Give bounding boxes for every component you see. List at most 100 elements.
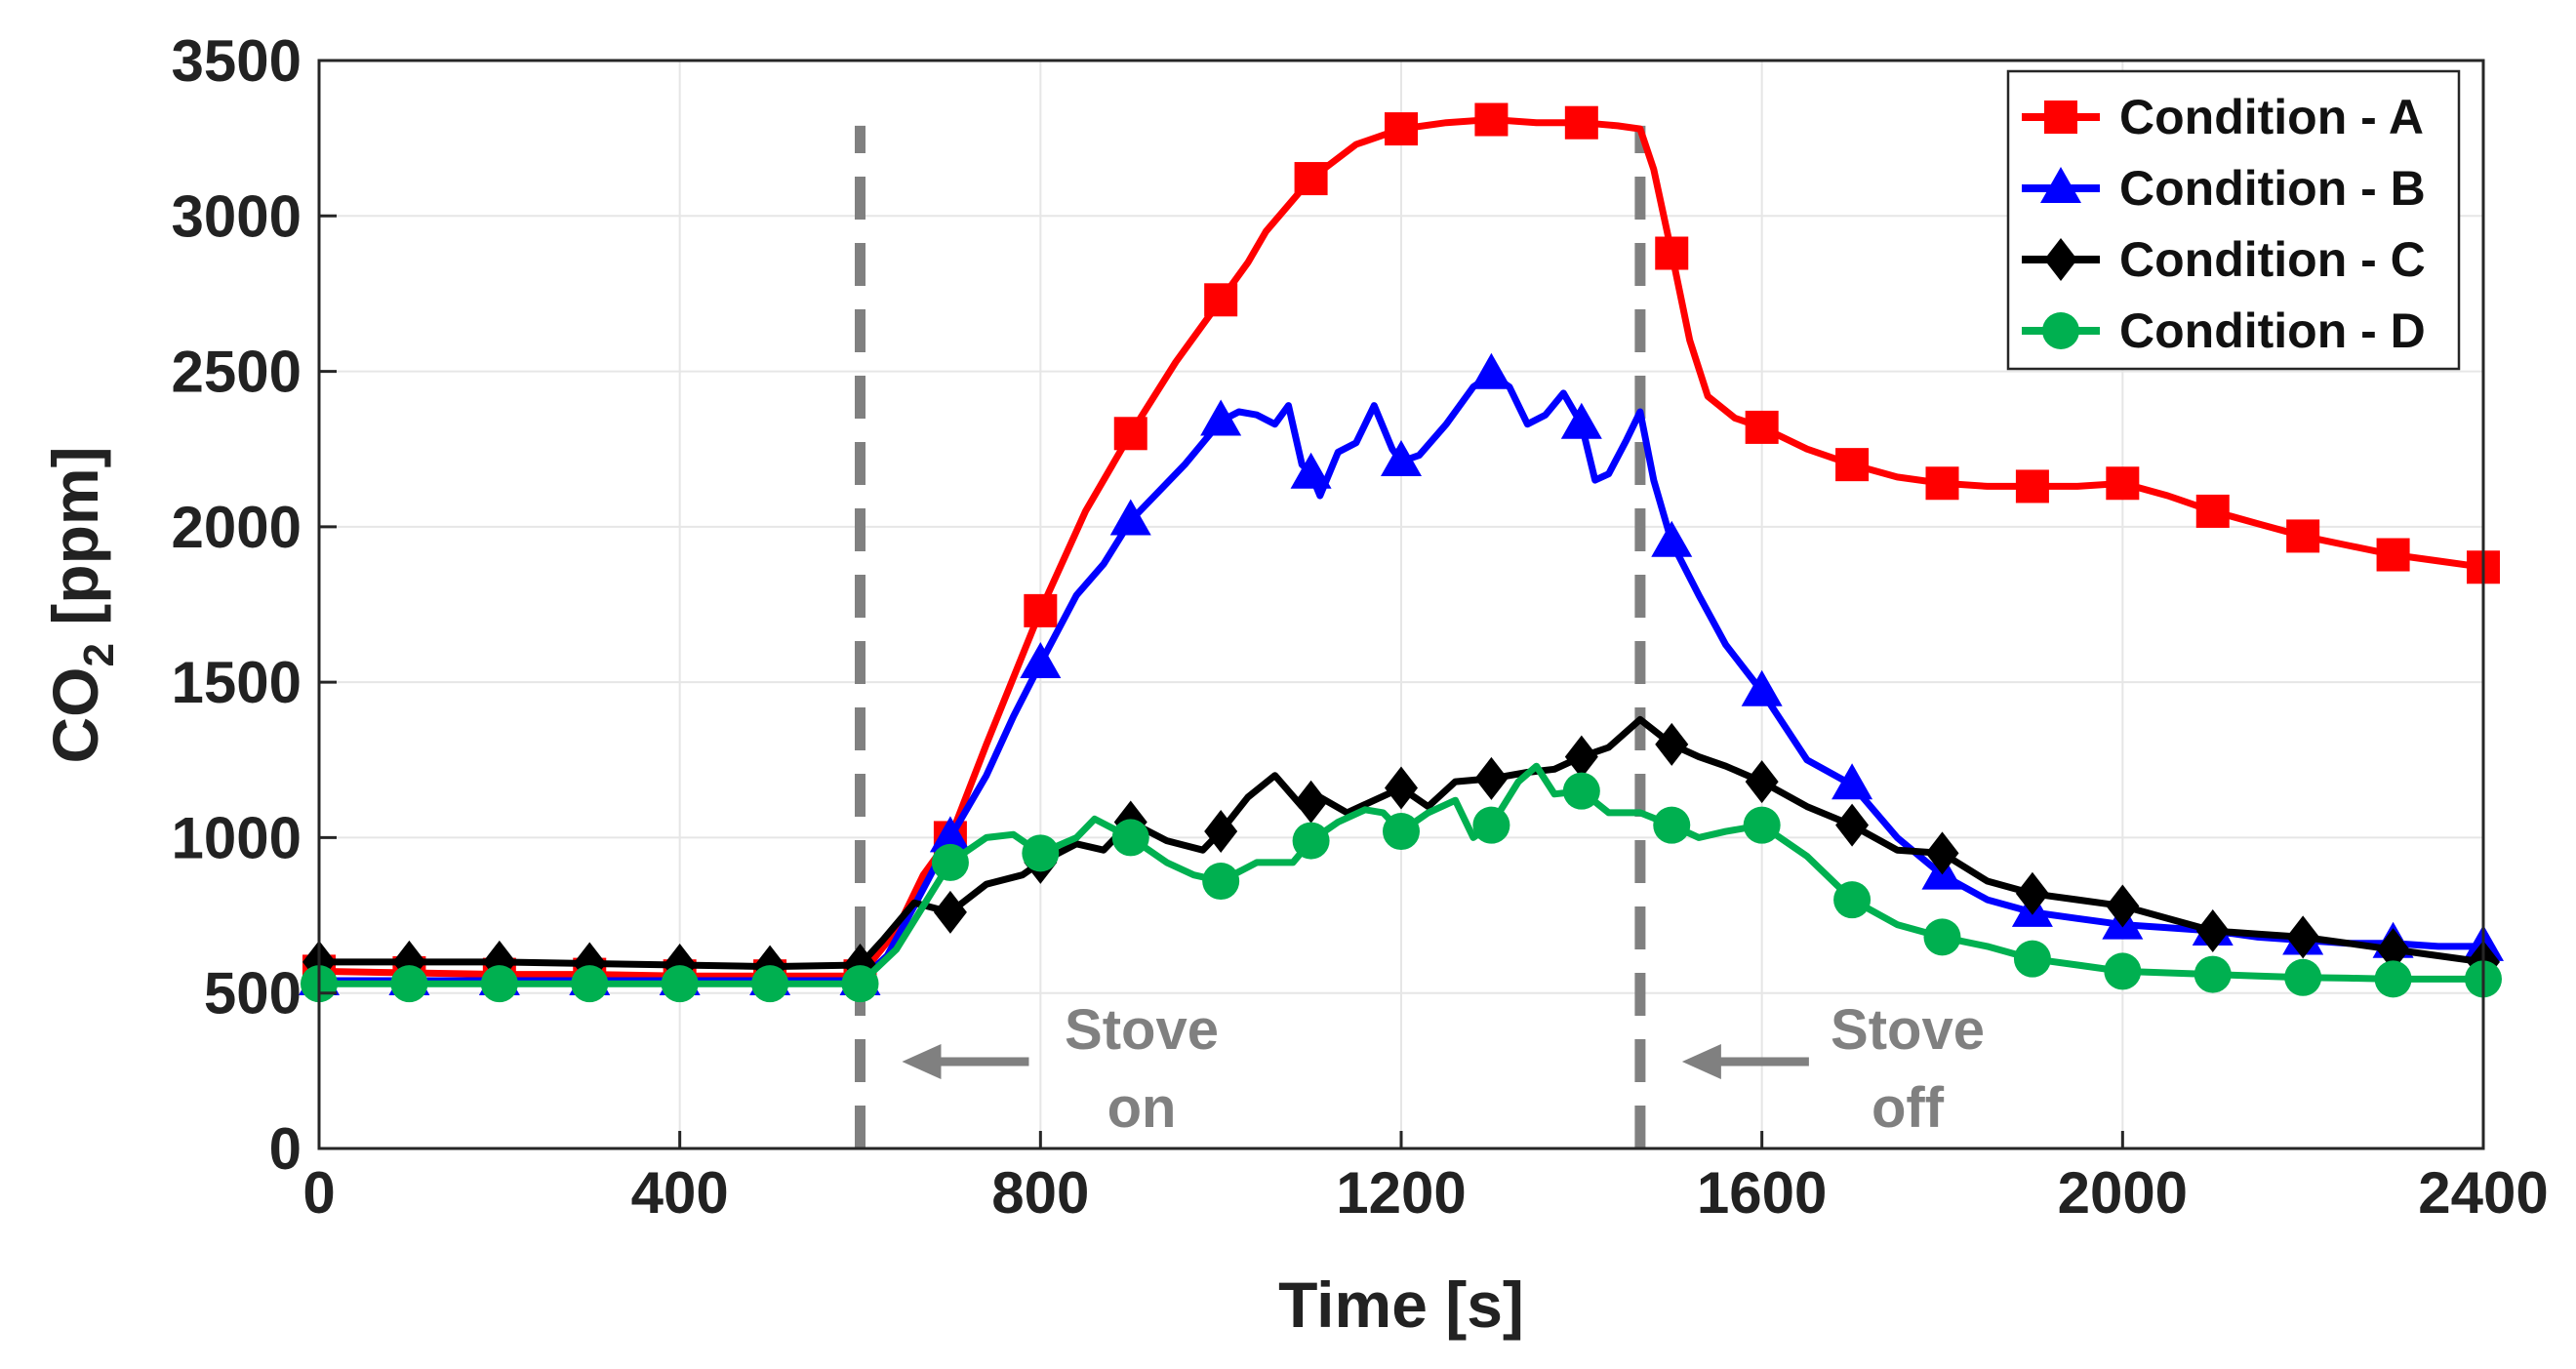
data-point-condition-d (1383, 813, 1420, 851)
data-point-condition-b (1200, 399, 1242, 436)
legend-marker-circle-icon (2042, 312, 2079, 349)
legend-label-c: Condition - C (2119, 232, 2426, 287)
stove-off-label-line2: off (1872, 1076, 1945, 1140)
data-point-condition-d (1022, 834, 1060, 872)
data-point-condition-b (1741, 669, 1783, 706)
y-tick-label: 2500 (172, 340, 302, 405)
data-point-condition-a (1564, 105, 1598, 140)
data-point-condition-a (2286, 519, 2320, 553)
data-point-condition-a (2376, 538, 2410, 572)
legend-label-a: Condition - A (2119, 90, 2424, 144)
data-point-condition-a (1204, 283, 1238, 317)
data-point-condition-d (2284, 958, 2322, 996)
data-point-condition-a (1655, 236, 1689, 270)
data-point-condition-d (2013, 940, 2051, 978)
stove-on-arrow-left-icon (902, 1044, 942, 1079)
legend-entry-a: Condition - A (2022, 90, 2424, 144)
data-point-condition-d (571, 965, 609, 1003)
x-tick-label: 0 (302, 1160, 335, 1226)
y-tick-label: 500 (204, 961, 302, 1027)
data-point-condition-a (1024, 593, 1058, 627)
x-tick-label: 1200 (1336, 1160, 1466, 1226)
x-tick-label: 2400 (2418, 1160, 2548, 1226)
annotations: Stove on Stove off (902, 998, 1985, 1140)
data-point-condition-d (751, 965, 789, 1003)
legend-label-d: Condition - D (2119, 303, 2426, 358)
legend-entry-c: Condition - C (2022, 232, 2426, 287)
x-tick-label: 2000 (2058, 1160, 2188, 1226)
data-point-condition-a (1835, 448, 1870, 482)
data-point-condition-c (933, 890, 967, 934)
legend-diamond-icon (2044, 238, 2077, 281)
data-point-condition-c (1655, 722, 1689, 766)
data-point-condition-c (2195, 909, 2230, 952)
y-tick-label: 3500 (172, 28, 302, 94)
series-condition-d (301, 762, 2502, 1003)
data-point-condition-d (480, 965, 518, 1003)
data-point-condition-c (2286, 915, 2320, 959)
y-axis-title-subscript: 2 (75, 643, 123, 666)
y-axis-title: CO2 [ppm] (39, 446, 123, 763)
data-point-condition-b (1831, 763, 1873, 800)
data-point-condition-c (2015, 871, 2049, 915)
stove-on-label-line1: Stove (1065, 998, 1219, 1062)
data-point-condition-a (2015, 469, 2049, 503)
data-point-condition-a (1113, 417, 1147, 451)
legend-marker-square-icon (2044, 101, 2077, 134)
data-point-condition-d (2104, 952, 2142, 990)
x-tick-label: 800 (991, 1160, 1089, 1226)
data-point-condition-a (2195, 494, 2230, 528)
data-point-condition-d (2194, 955, 2232, 993)
data-point-condition-c (2106, 884, 2140, 928)
data-point-condition-a (1385, 112, 1418, 146)
data-point-condition-d (841, 965, 879, 1003)
x-tick-label: 400 (631, 1160, 729, 1226)
data-point-condition-c (1385, 766, 1418, 810)
data-point-condition-b (1651, 520, 1693, 557)
data-point-condition-c (1204, 810, 1238, 854)
data-point-condition-d (1743, 806, 1781, 844)
data-point-condition-d (2374, 960, 2412, 998)
data-point-condition-d (931, 843, 969, 881)
data-point-condition-d (1833, 881, 1872, 919)
data-point-condition-c (1474, 756, 1509, 800)
data-point-condition-d (661, 965, 699, 1003)
y-tick-label: 1500 (172, 650, 302, 715)
data-point-condition-c (1925, 831, 1959, 875)
data-point-condition-a (1474, 102, 1509, 137)
data-point-condition-a (1925, 466, 1959, 501)
legend-marker-diamond-icon (2044, 238, 2077, 281)
stove-on-label-line2: on (1107, 1076, 1177, 1140)
data-point-condition-d (1562, 772, 1600, 810)
data-point-condition-d (390, 965, 428, 1003)
data-point-condition-b (1020, 642, 1062, 679)
data-point-condition-d (1292, 822, 1330, 860)
data-point-condition-d (1202, 863, 1240, 901)
series-layer (299, 102, 2504, 1003)
y-axis-title-main: CO (39, 667, 111, 764)
data-point-condition-c (2376, 928, 2410, 972)
y-tick-label: 1000 (172, 805, 302, 870)
data-point-condition-c (1745, 760, 1779, 804)
legend-triangle-icon (2040, 167, 2081, 203)
data-point-condition-c (1835, 803, 1870, 847)
stove-off-label-line1: Stove (1831, 998, 1985, 1062)
y-tick-label: 2000 (172, 495, 302, 560)
series-line-condition-b (315, 371, 2487, 985)
data-point-condition-d (1923, 918, 1961, 956)
x-tick-label: 1600 (1697, 1160, 1827, 1226)
annotation-arrows (902, 1044, 1809, 1079)
data-point-condition-b (929, 816, 971, 853)
stove-off-arrow-left-icon (1681, 1044, 1721, 1079)
legend-entry-b: Condition - B (2022, 161, 2426, 216)
y-axis-title-unit: [ppm] (39, 446, 111, 643)
data-point-condition-d (1111, 819, 1149, 857)
data-point-condition-a (1294, 162, 1328, 196)
data-point-condition-c (1294, 780, 1328, 824)
legend: Condition - A Condition - B Condition - … (2006, 69, 2461, 371)
data-point-condition-b (1381, 439, 1422, 476)
legend-entry-d: Condition - D (2022, 303, 2426, 358)
data-point-condition-c (1564, 735, 1598, 779)
